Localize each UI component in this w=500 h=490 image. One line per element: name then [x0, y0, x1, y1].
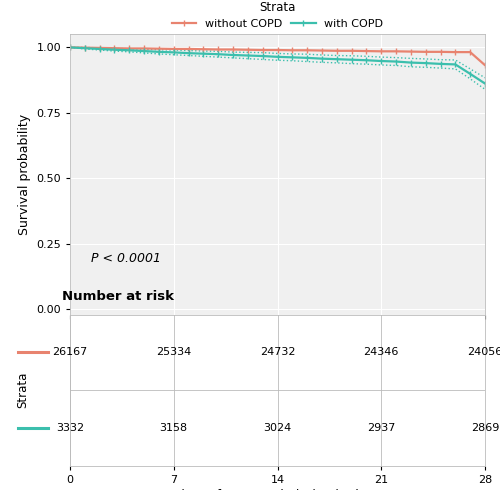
with COPD — [467, 71, 473, 77]
Legend: without COPD, with COPD: without COPD, with COPD — [172, 0, 384, 29]
Text: Number at risk: Number at risk — [62, 290, 174, 302]
with COPD — [67, 45, 73, 50]
Text: 24732: 24732 — [260, 347, 295, 357]
with COPD — [393, 59, 399, 65]
without COPD — [156, 46, 162, 51]
without COPD — [245, 47, 251, 53]
Text: 3332: 3332 — [56, 423, 84, 433]
without COPD — [393, 49, 399, 54]
without COPD — [215, 47, 221, 52]
without COPD — [274, 47, 280, 53]
with COPD — [112, 47, 117, 53]
without COPD — [304, 48, 310, 53]
without COPD — [82, 45, 88, 50]
with COPD — [82, 45, 88, 51]
without COPD — [126, 46, 132, 51]
with COPD — [482, 81, 488, 87]
without COPD — [348, 48, 354, 54]
with COPD — [319, 56, 325, 62]
with COPD — [245, 52, 251, 58]
Text: 2869: 2869 — [471, 423, 499, 433]
Text: 26167: 26167 — [52, 347, 88, 357]
with COPD — [274, 54, 280, 60]
without COPD — [422, 49, 428, 55]
without COPD — [408, 49, 414, 54]
without COPD — [452, 49, 458, 55]
without COPD — [364, 48, 370, 54]
with COPD — [438, 61, 444, 67]
with COPD — [334, 56, 340, 62]
with COPD — [171, 49, 177, 55]
without COPD — [171, 46, 177, 52]
Text: 2937: 2937 — [367, 423, 396, 433]
without COPD — [378, 49, 384, 54]
with COPD — [260, 53, 266, 59]
Text: 3024: 3024 — [264, 423, 291, 433]
with COPD — [230, 52, 236, 58]
without COPD — [260, 47, 266, 53]
with COPD — [200, 51, 206, 57]
without COPD — [96, 45, 102, 51]
Text: 25334: 25334 — [156, 347, 192, 357]
without COPD — [67, 45, 73, 50]
without COPD — [141, 46, 147, 51]
with COPD — [215, 51, 221, 57]
with COPD — [186, 50, 192, 56]
with COPD — [304, 55, 310, 61]
X-axis label: Time after ICU admission in days: Time after ICU admission in days — [174, 489, 380, 490]
with COPD — [452, 61, 458, 67]
with COPD — [378, 58, 384, 64]
Text: 24346: 24346 — [364, 347, 399, 357]
Line: without COPD: without COPD — [70, 48, 485, 65]
Y-axis label: Survival probability: Survival probability — [18, 114, 30, 235]
without COPD — [319, 48, 325, 53]
Text: P < 0.0001: P < 0.0001 — [91, 252, 161, 265]
Text: Strata: Strata — [16, 372, 29, 408]
without COPD — [290, 48, 296, 53]
with COPD — [141, 48, 147, 54]
Line: with COPD: with COPD — [70, 48, 485, 84]
without COPD — [112, 45, 117, 51]
without COPD — [186, 46, 192, 52]
without COPD — [438, 49, 444, 55]
without COPD — [200, 46, 206, 52]
with COPD — [408, 60, 414, 66]
with COPD — [364, 57, 370, 63]
with COPD — [422, 60, 428, 66]
without COPD — [230, 47, 236, 52]
without COPD — [467, 49, 473, 55]
without COPD — [334, 48, 340, 54]
with COPD — [156, 49, 162, 55]
with COPD — [290, 54, 296, 60]
with COPD — [348, 57, 354, 63]
Text: 24056: 24056 — [468, 347, 500, 357]
Text: 3158: 3158 — [160, 423, 188, 433]
with COPD — [126, 48, 132, 53]
with COPD — [96, 46, 102, 52]
without COPD — [482, 62, 488, 68]
